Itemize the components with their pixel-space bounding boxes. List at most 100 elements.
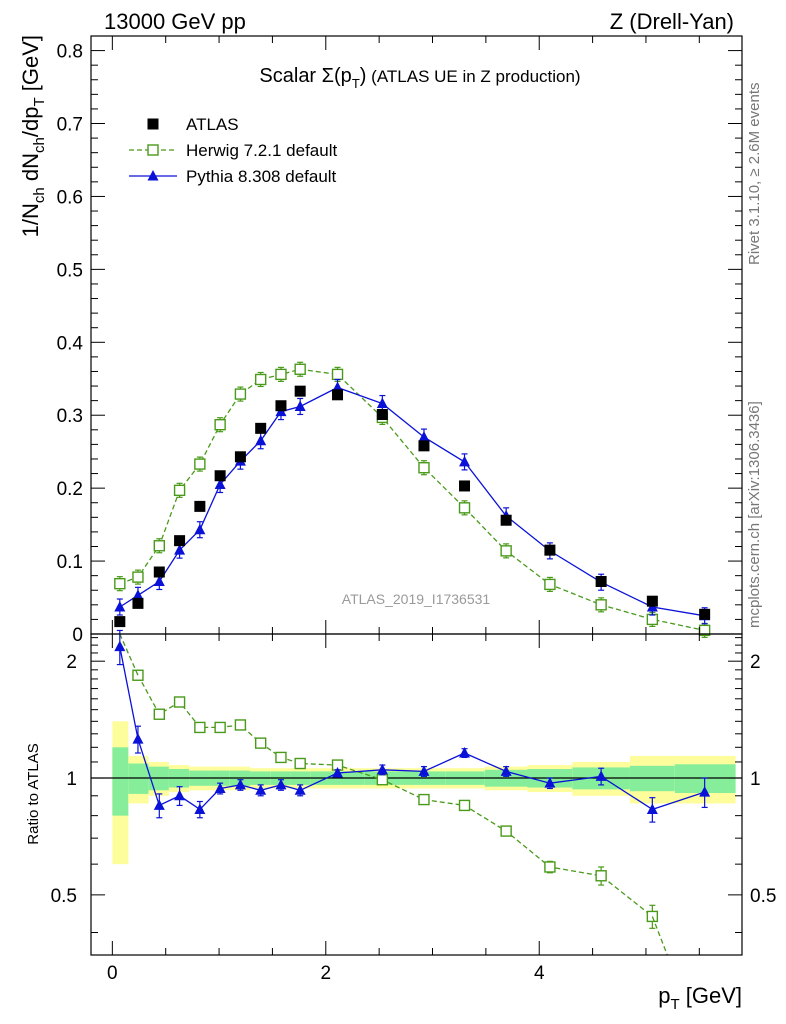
ratio-y-tick-label-right: 0.5	[750, 886, 776, 907]
pythia-point	[459, 455, 471, 467]
y-axis-label-part: /dp	[18, 107, 43, 138]
atlas-point	[194, 500, 206, 512]
legend-label-herwig: Herwig 7.2.1 default	[186, 141, 337, 160]
atlas-point	[234, 451, 246, 463]
pythia-point	[153, 575, 165, 586]
herwig-point	[294, 363, 306, 375]
y-axis-label-part: T	[31, 97, 48, 106]
y-axis-label: 1/Nch dNch/dpT [GeV]	[18, 35, 48, 237]
herwig-point	[500, 545, 512, 557]
herwig-ratio-point	[234, 719, 247, 731]
herwig-point	[275, 368, 287, 381]
pythia-ratio-point	[376, 763, 388, 775]
y-tick-label: 0.3	[57, 406, 83, 427]
x-tick-label: 4	[534, 963, 545, 984]
ratio-y-tick-label-right: 1	[750, 769, 761, 790]
analysis-watermark: ATLAS_2019_I1736531	[342, 591, 491, 607]
pythia-point	[194, 523, 206, 535]
herwig-point	[331, 368, 344, 381]
x-axis-label-part: p	[658, 983, 670, 1008]
herwig-ratio-line-head	[119, 633, 139, 676]
herwig-point	[646, 613, 659, 626]
herwig-ratio-point	[294, 757, 306, 770]
pythia-ratio-point	[275, 778, 287, 790]
herwig-point	[254, 373, 267, 386]
pythia-point	[174, 544, 186, 555]
herwig-point	[544, 578, 556, 591]
ratio-y-tick-label-right: 2	[750, 652, 761, 673]
legend-label-atlas: ATLAS	[186, 115, 239, 134]
herwig-ratio-point	[194, 721, 206, 734]
y-tick-label: 0.2	[57, 479, 83, 500]
herwig-ratio-point	[544, 861, 556, 873]
atlas-point	[332, 389, 344, 401]
pythia-ratio-point	[294, 784, 306, 795]
ratio-panel: 0.5 0.5 1 1 2 2 0 2 4 Ratio to ATLAS pT [GeV]	[25, 629, 776, 1013]
x-tick-label: 0	[107, 963, 118, 984]
x-axis-label-part: [GeV]	[680, 983, 742, 1008]
pythia-point	[114, 601, 126, 612]
ratio-y-tick-label: 2	[66, 652, 77, 673]
y-axis-label-part: ch	[31, 187, 48, 203]
pythia-ratio-point	[214, 782, 226, 793]
legend-label-pythia: Pythia 8.308 default	[186, 167, 337, 186]
x-axis-label: pT [GeV]	[658, 983, 742, 1013]
pythia-ratio-point	[114, 640, 126, 652]
atlas-point	[376, 408, 388, 420]
atlas-point	[418, 440, 430, 452]
pythia-ratio-point	[500, 765, 512, 776]
herwig-ratio-point	[275, 751, 287, 764]
chart-title-part: T	[352, 76, 360, 91]
herwig-point	[595, 599, 607, 611]
legend-herwig-marker	[147, 144, 159, 156]
herwig-point	[114, 577, 126, 590]
legend: ATLAS Herwig 7.2.1 default Pythia 8.308 de…	[129, 115, 337, 186]
atlas-point	[214, 470, 226, 482]
y-axis-label-part: ch	[31, 137, 48, 153]
pythia-ratio-point	[459, 747, 471, 758]
herwig-point	[418, 462, 430, 474]
ratio-y-axis-label: Ratio to ATLAS	[25, 743, 42, 844]
pythia-ratio-point	[595, 770, 607, 781]
pythia-point	[255, 434, 267, 446]
header-right: Z (Drell-Yan)	[609, 9, 734, 34]
y-axis-label-part: [GeV]	[18, 35, 43, 97]
atlas-point	[646, 595, 658, 607]
pythia-ratio-point	[132, 733, 144, 744]
y-tick-label: 0	[72, 625, 83, 646]
herwig-ratio-point	[214, 721, 226, 734]
herwig-point	[132, 571, 144, 583]
chart-title-part: )	[360, 65, 367, 87]
ratio-frame	[90, 633, 743, 956]
x-axis-label-part: T	[670, 996, 679, 1013]
y-tick-label: 0.7	[57, 115, 83, 136]
atlas-point	[294, 385, 306, 397]
pythia-ratio-point	[174, 789, 186, 801]
atlas-point	[275, 400, 287, 412]
herwig-ratio-point	[500, 825, 512, 837]
herwig-ratio-line	[137, 674, 653, 917]
herwig-point	[153, 540, 166, 552]
pythia-point	[376, 397, 388, 409]
atlas-point	[595, 575, 607, 587]
pythia-point	[132, 589, 144, 600]
pythia-ratio-point	[544, 777, 556, 788]
pythia-point	[294, 400, 306, 411]
atlas-point	[500, 514, 512, 526]
chart-title-part: (ATLAS UE in Z production)	[366, 67, 580, 86]
legend-atlas-marker	[147, 118, 159, 130]
y-tick-label: 0.5	[57, 260, 83, 281]
chart-title-part: Σ(p	[322, 65, 352, 87]
atlas-point	[459, 480, 471, 492]
pythia-line	[119, 386, 705, 617]
atlas-point	[544, 544, 556, 556]
herwig-ratio-point	[173, 696, 186, 708]
uncertainty-band-stat	[128, 763, 149, 794]
herwig-ratio-point	[595, 870, 607, 882]
herwig-ratio-point	[376, 774, 389, 786]
atlas-point	[114, 616, 126, 628]
y-tick-label: 0.1	[57, 552, 83, 573]
pythia-ratio-point	[332, 767, 344, 778]
